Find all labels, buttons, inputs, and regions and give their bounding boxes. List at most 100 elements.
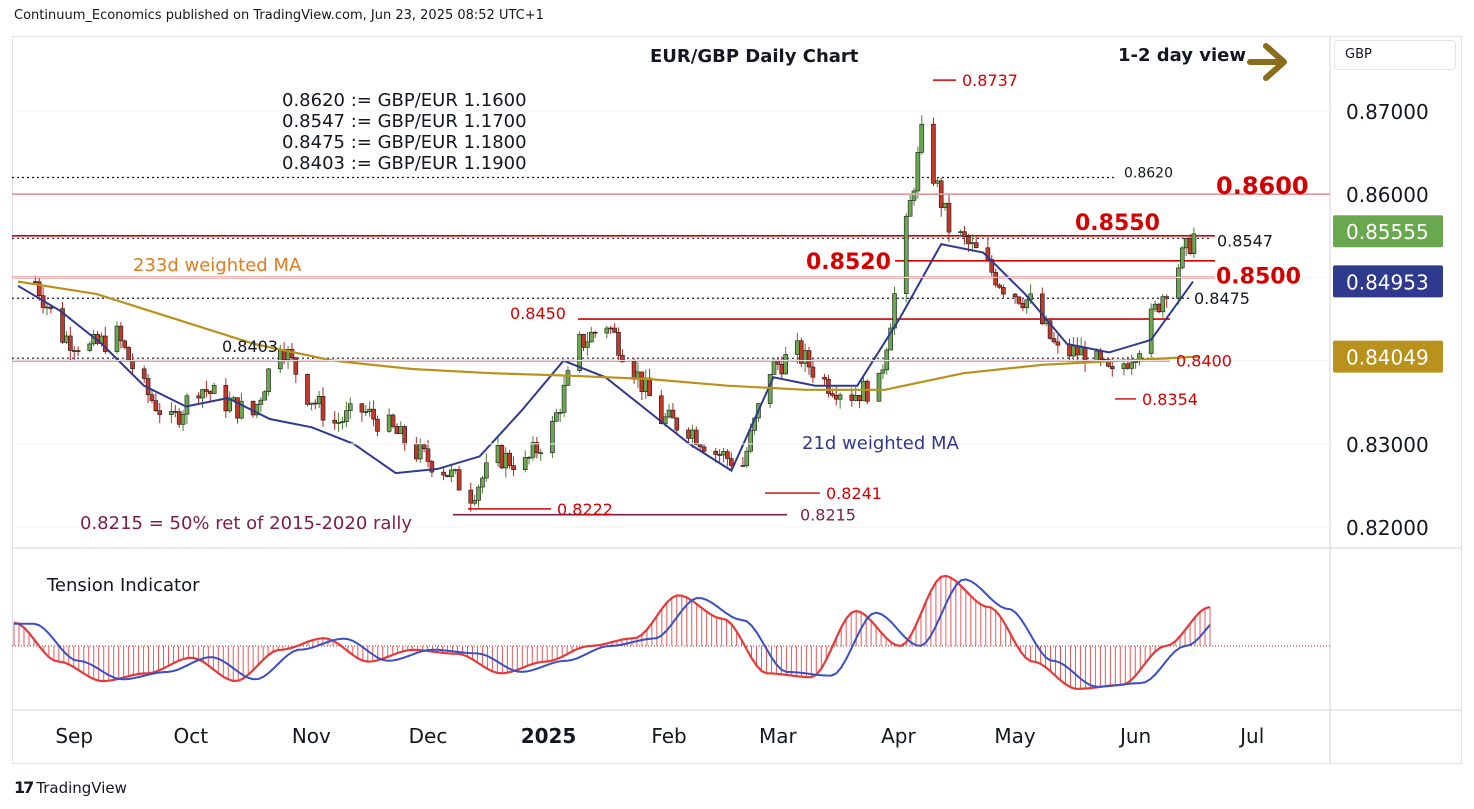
candle-body	[480, 477, 485, 488]
candle-body	[942, 202, 948, 208]
candle-body	[581, 334, 586, 348]
candle-body	[903, 215, 909, 294]
candle-body	[876, 372, 882, 402]
candle-body	[919, 123, 925, 153]
candle-body	[1179, 247, 1185, 269]
candle-body	[748, 430, 754, 452]
tradingview-logo[interactable]: 17 TradingView	[14, 778, 127, 797]
candle-body	[200, 389, 205, 399]
level-label: 0.8547	[1217, 231, 1273, 250]
candle-body	[1164, 296, 1170, 299]
candle-body	[588, 331, 594, 343]
point-label: 0.8354	[1142, 390, 1198, 409]
candle-body	[71, 350, 77, 352]
candle-body	[620, 355, 625, 363]
candle-body	[1129, 362, 1135, 369]
candle-body	[608, 327, 614, 330]
candle-body	[141, 368, 147, 379]
candle-body	[853, 395, 858, 401]
candle-body	[390, 414, 396, 427]
candle-body	[371, 408, 376, 420]
candle-body	[36, 281, 42, 297]
candle-body	[1024, 299, 1030, 309]
candle-body	[332, 419, 337, 424]
ma233-label: 233d weighted MA	[133, 255, 302, 276]
y-tick-label: 0.82000	[1346, 516, 1429, 540]
candle-body	[211, 384, 217, 394]
candle-body	[254, 404, 260, 416]
candle-body	[907, 200, 913, 217]
candle-body	[911, 190, 917, 201]
candle-body	[585, 341, 590, 348]
candle-body	[1160, 296, 1166, 313]
candle-body	[344, 410, 349, 422]
candle-body	[1183, 237, 1189, 249]
candle-body	[795, 340, 800, 355]
candle-body	[367, 408, 372, 412]
level-label: 0.8475	[1194, 289, 1250, 308]
candle-body	[363, 411, 369, 413]
candle-body	[172, 411, 178, 413]
candle-body	[550, 420, 555, 454]
candle-body	[1001, 287, 1006, 295]
price-badge	[1333, 340, 1443, 373]
candle-body	[33, 281, 38, 283]
candle-body	[1012, 293, 1018, 298]
candle-body	[1156, 303, 1162, 313]
x-tick-label: Nov	[292, 724, 331, 748]
candle-body	[989, 259, 995, 273]
candle-body	[425, 448, 431, 462]
candle-body	[1020, 303, 1026, 309]
candle-body	[822, 376, 827, 380]
candle-body	[359, 403, 365, 413]
level-label: 0.8400	[1176, 352, 1232, 371]
candle-body	[1191, 233, 1197, 255]
currency-symbol-box[interactable]: GBP	[1334, 40, 1456, 70]
point-label: 0.8222	[557, 500, 613, 519]
candle-body	[639, 371, 645, 392]
candle-body	[472, 499, 477, 504]
candle-body	[857, 395, 862, 402]
candle-body	[239, 400, 244, 419]
x-tick-label: Jun	[1118, 724, 1151, 748]
candle-body	[250, 400, 256, 416]
x-tick-label: Dec	[409, 724, 448, 748]
price-badge-label: 0.84049	[1346, 346, 1429, 370]
candle-body	[775, 360, 781, 365]
candle-body	[340, 421, 345, 423]
candle-body	[441, 471, 446, 476]
tension-indicator-label: Tension Indicator	[46, 575, 200, 596]
candle-body	[336, 422, 341, 424]
candle-body	[87, 343, 93, 351]
candle-body	[507, 452, 512, 466]
candle-body	[888, 327, 893, 351]
candle-body	[522, 457, 528, 470]
candle-body	[526, 456, 532, 459]
candle-body	[375, 418, 380, 432]
candle-body	[1051, 338, 1057, 343]
candle-body	[577, 334, 582, 371]
candle-body	[1071, 345, 1076, 357]
point-label: 0.8737	[962, 71, 1018, 90]
candle-body	[235, 397, 240, 419]
y-tick-label: 0.87000	[1346, 100, 1429, 124]
retracement-note: 0.8215 = 50% ret of 2015-2020 rally	[80, 513, 412, 534]
point-label: 0.8241	[826, 484, 882, 503]
candle-body	[1055, 341, 1061, 346]
candle-body	[962, 231, 967, 237]
candle-body	[48, 306, 54, 309]
x-tick-label: Apr	[881, 724, 916, 748]
x-tick-label: Jul	[1238, 724, 1264, 748]
price-badge-label: 0.85555	[1346, 220, 1429, 244]
candle-body	[713, 450, 719, 455]
candle-body	[1039, 293, 1045, 325]
candle-body	[476, 486, 481, 501]
candle-body	[452, 469, 458, 471]
candle-body	[417, 444, 423, 460]
candle-body	[725, 451, 730, 459]
candle-body	[701, 446, 707, 452]
candle-body	[277, 349, 283, 370]
candle-body	[64, 335, 69, 343]
x-tick-label: Oct	[174, 724, 209, 748]
